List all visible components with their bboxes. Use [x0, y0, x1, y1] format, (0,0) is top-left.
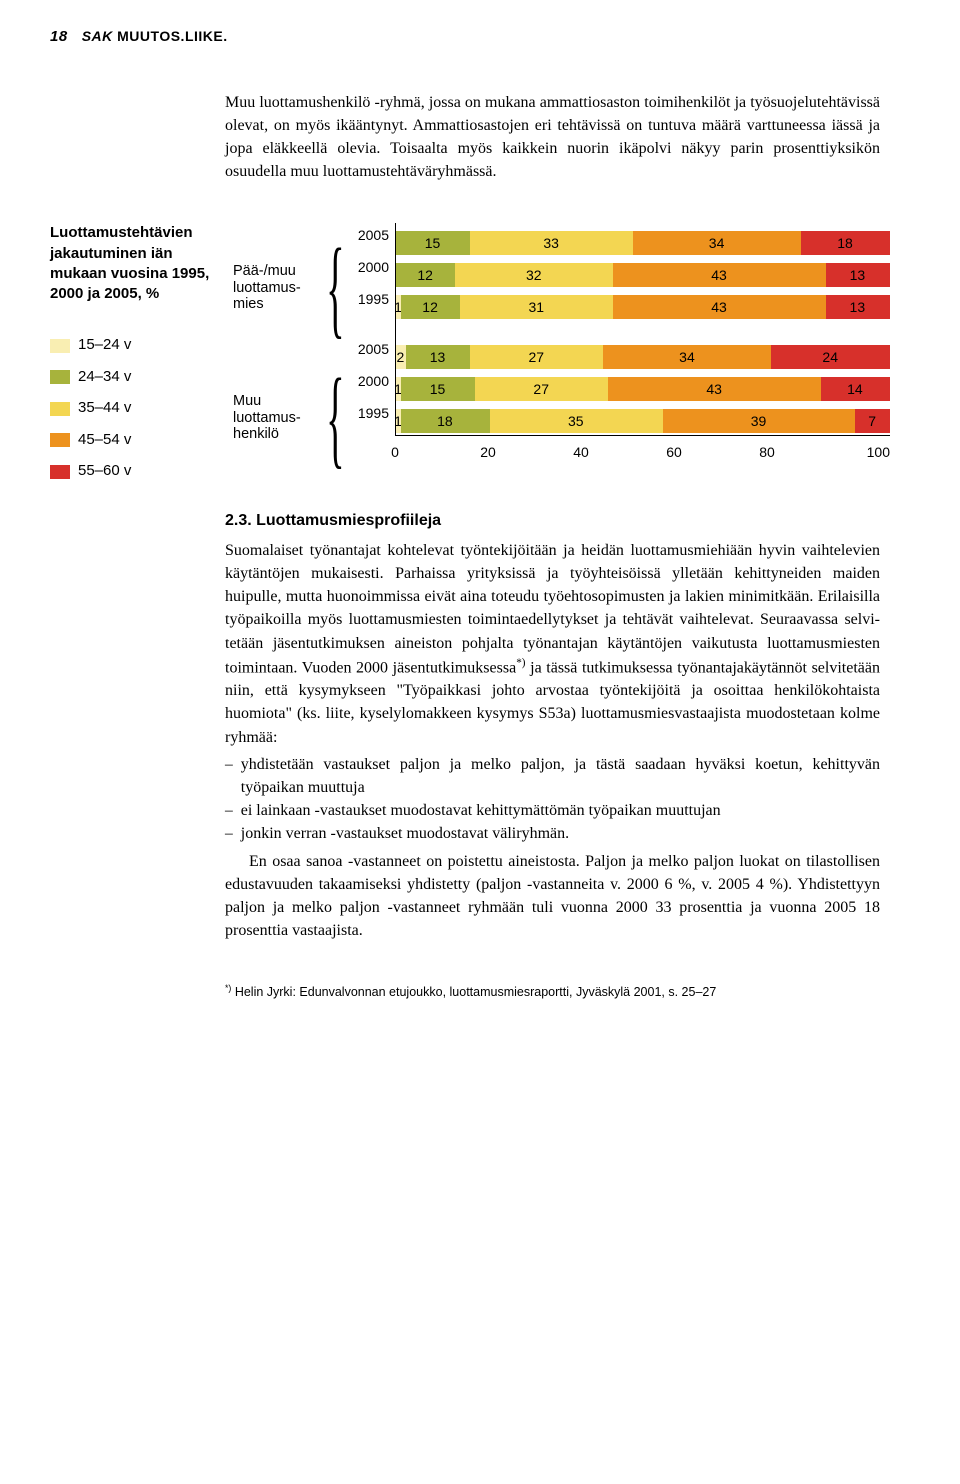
- bar-segment: 31: [460, 295, 613, 319]
- legend-swatch: [50, 465, 70, 479]
- chart-section: Luottamustehtävien jakautuminen iän muka…: [50, 223, 890, 483]
- intro-paragraph: Muu luottamushenkilö -ryhmä, jossa on mu…: [225, 91, 880, 184]
- bar-row: 115274314: [396, 377, 890, 401]
- legend-item: 24–34 v: [50, 366, 215, 389]
- chart-legend: 15–24 v 24–34 v 35–44 v 45–54 v 55–60 v: [50, 334, 215, 483]
- bar-segment: 32: [455, 263, 613, 287]
- bar-segment: 7: [855, 409, 890, 433]
- dash-icon: –: [225, 822, 233, 845]
- bar-segment: 14: [821, 377, 890, 401]
- bar-row: 12324313: [396, 263, 890, 287]
- axis-tick: 60: [659, 442, 689, 463]
- axis-tick: 20: [473, 442, 503, 463]
- after-list-text: En osaa sanoa -vastanneet on poistettu a…: [225, 853, 880, 940]
- bar-segment: 27: [475, 377, 608, 401]
- footnote-mark: *): [225, 983, 231, 993]
- bar-segment: 18: [801, 231, 890, 255]
- bar-segment: 33: [470, 231, 633, 255]
- after-list-paragraph: En osaa sanoa -vastanneet on poistettu a…: [225, 850, 880, 943]
- list-item: –ei lainkaan -vastaukset muodostavat keh…: [225, 799, 880, 822]
- axis-tick: 40: [566, 442, 596, 463]
- group-label: Muu luottamus­henkilö: [233, 393, 313, 443]
- legend-swatch: [50, 370, 70, 384]
- dash-icon: –: [225, 799, 233, 822]
- year-label: 2005: [347, 337, 389, 361]
- list-item: –jonkin verran -vastaukset muodostavat v…: [225, 822, 880, 845]
- dash-icon: –: [225, 753, 233, 799]
- legend-label: 35–44 v: [78, 397, 131, 420]
- bar-row: 11835397: [396, 409, 890, 433]
- bar-segment: 39: [663, 409, 856, 433]
- year-label: 2000: [347, 255, 389, 279]
- section-heading: 2.3. Luottamusmiesprofiileja: [225, 509, 880, 533]
- legend-swatch: [50, 433, 70, 447]
- year-label: 2005: [347, 223, 389, 247]
- bar-row: 112314313: [396, 295, 890, 319]
- bar-row: 213273424: [396, 345, 890, 369]
- bar-segment: 43: [613, 295, 825, 319]
- legend-item: 45–54 v: [50, 429, 215, 452]
- chart-bars: 1533341812324313112314313213273424115274…: [396, 227, 890, 433]
- body-sup: *): [516, 657, 525, 669]
- bar-segment: 24: [771, 345, 890, 369]
- bar-segment: 13: [826, 295, 890, 319]
- list-item-text: jonkin verran -vastaukset muodostavat vä…: [241, 822, 880, 845]
- chart-braces: {{: [319, 223, 341, 483]
- bar-segment: 18: [401, 409, 490, 433]
- bar-segment: 34: [603, 345, 771, 369]
- bar-segment: 13: [826, 263, 890, 287]
- bar-segment: 12: [396, 263, 455, 287]
- legend-item: 55–60 v: [50, 460, 215, 483]
- axis-tick: 100: [860, 442, 890, 463]
- legend-swatch: [50, 402, 70, 416]
- year-label: 1995: [347, 401, 389, 425]
- axis-tick: 0: [380, 442, 410, 463]
- bar-segment: 43: [608, 377, 820, 401]
- bar-row: 15333418: [396, 231, 890, 255]
- legend-label: 55–60 v: [78, 460, 131, 483]
- chart-plot-area: 1533341812324313112314313213273424115274…: [395, 223, 890, 483]
- legend-item: 15–24 v: [50, 334, 215, 357]
- dash-list: –yhdistetään vastaukset paljon ja melko …: [225, 753, 880, 846]
- bar-segment: 15: [401, 377, 475, 401]
- bar-segment: 27: [470, 345, 603, 369]
- chart-x-axis: 020406080100: [395, 436, 890, 463]
- header-brand: SAK: [82, 28, 113, 44]
- footnote-text: Helin Jyrki: Edunvalvonnan etujoukko, lu…: [235, 986, 717, 1000]
- legend-label: 24–34 v: [78, 366, 131, 389]
- list-item: –yhdistetään vastaukset paljon ja melko …: [225, 753, 880, 799]
- legend-swatch: [50, 339, 70, 353]
- legend-label: 15–24 v: [78, 334, 131, 357]
- section-body: Suomalaiset työnantajat kohtelevat työnt…: [225, 539, 880, 749]
- chart-group-labels: Pää-/muu luottamus­mies Muu luottamus­hen…: [233, 223, 313, 483]
- page-header: 18 SAK MUUTOS.LIIKE.: [50, 26, 890, 49]
- axis-tick: 80: [752, 442, 782, 463]
- page-number: 18: [50, 26, 68, 49]
- legend-item: 35–44 v: [50, 397, 215, 420]
- bar-segment: 35: [490, 409, 663, 433]
- brace-icon: {: [326, 371, 334, 465]
- list-item-text: ei lainkaan -vastaukset muodostavat kehi…: [241, 799, 880, 822]
- header-title: MUUTOS.LIIKE.: [117, 28, 227, 44]
- bar-segment: 12: [401, 295, 460, 319]
- brace-icon: {: [326, 241, 334, 335]
- bar-segment: 13: [406, 345, 470, 369]
- group-label: Pää-/muu luottamus­mies: [233, 263, 313, 313]
- list-item-text: yhdistetään vastaukset paljon ja melko p…: [241, 753, 880, 799]
- bar-segment: 34: [633, 231, 801, 255]
- legend-label: 45–54 v: [78, 429, 131, 452]
- body-lead: Suomalaiset työnantajat kohtelevat työnt…: [225, 542, 880, 676]
- footnote: *) Helin Jyrki: Edunvalvonnan etujoukko,…: [225, 982, 890, 1002]
- bar-segment: 43: [613, 263, 825, 287]
- bar-segment: 15: [396, 231, 470, 255]
- chart-title: Luottamustehtävien jakautuminen iän muka…: [50, 223, 215, 304]
- year-label: 1995: [347, 287, 389, 311]
- year-label: 2000: [347, 369, 389, 393]
- bar-segment: 2: [396, 345, 406, 369]
